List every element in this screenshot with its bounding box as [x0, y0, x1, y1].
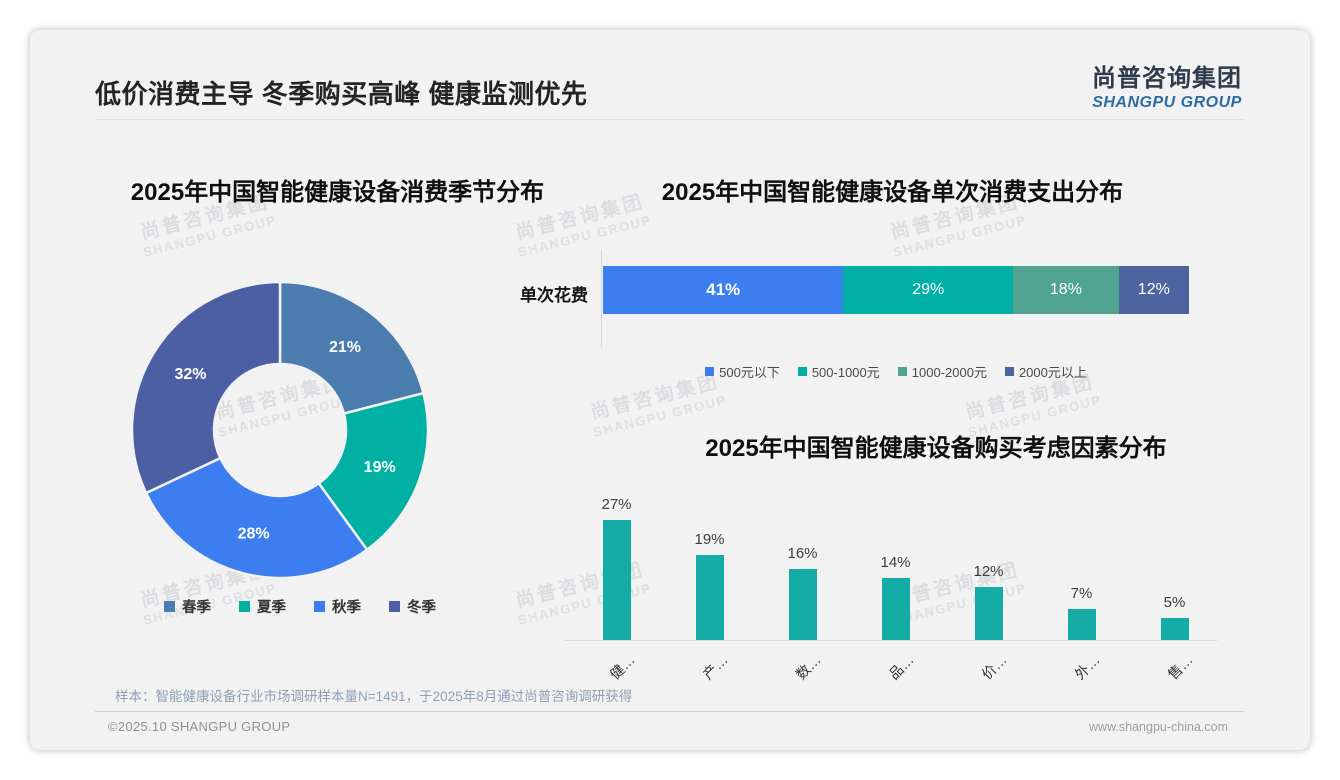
legend-marker: [797, 367, 807, 376]
copyright-text: ©2025.10 SHANGPU GROUP: [108, 719, 291, 734]
donut-segment-value: 28%: [238, 526, 270, 543]
legend-label: 冬季: [407, 600, 436, 616]
logo-text-cn: 尚普咨询集团: [1092, 65, 1242, 92]
factor-bar: [881, 578, 910, 640]
legend-marker: [705, 367, 715, 376]
legend-label: 500元以下: [719, 365, 780, 380]
page-title: 低价消费主导 冬季购买高峰 健康监测优先: [95, 79, 588, 109]
factor-bar-value: 27%: [601, 496, 632, 513]
factor-bar-value: 19%: [694, 531, 725, 548]
stacked-legend: 500元以下 500-1000元 1000-2000元 2000元以上: [603, 362, 1189, 381]
factor-bar-value: 5%: [1163, 594, 1186, 611]
donut-legend-item: 春季: [164, 596, 211, 617]
stacked-segment: 29%: [843, 266, 1014, 314]
watermark-line2: SHANGPU GROUP: [141, 212, 279, 260]
stacked-bar: 41% 29% 18% 12%: [603, 266, 1189, 314]
watermark-line2: SHANGPU GROUP: [891, 212, 1029, 260]
stacked-legend-item: 500元以下: [705, 362, 780, 381]
sample-note: 样本：智能健康设备行业市场调研样本量N=1491，于2025年8月通过尚普咨询调…: [115, 689, 633, 704]
logo-text-en: SHANGPU GROUP: [1092, 94, 1242, 111]
donut-segment: [317, 391, 430, 552]
stacked-category-label: 单次花费: [520, 286, 588, 305]
donut-legend-item: 冬季: [389, 596, 436, 617]
donut-segment: [130, 280, 282, 495]
donut-legend-item: 夏季: [239, 596, 286, 617]
legend-marker: [314, 601, 325, 612]
factor-bar-value: 16%: [787, 545, 818, 562]
legend-label: 夏季: [257, 600, 286, 616]
watermark: 尚普咨询集团 SHANGPU GROUP: [510, 554, 654, 628]
factor-bar: [1067, 609, 1096, 640]
factor-bar: [695, 555, 724, 640]
footer-divider: [95, 711, 1244, 712]
stacked-segment: 41%: [603, 266, 844, 314]
watermark-line2: SHANGPU GROUP: [891, 580, 1029, 628]
stacked-y-axis-line: [601, 250, 602, 348]
report-slide: 尚普咨询集团 SHANGPU GROUP 尚普咨询集团 SHANGPU GROUP 尚普…: [30, 30, 1310, 750]
donut-chart: 21% 19% 28% 32%: [130, 280, 430, 580]
legend-marker: [164, 601, 175, 612]
factor-bar: [602, 520, 631, 640]
factor-x-label: 价…: [978, 651, 1010, 683]
stacked-segment: 18%: [1013, 266, 1119, 314]
legend-label: 秋季: [332, 600, 361, 616]
factor-x-label: 产…: [699, 651, 731, 683]
legend-label: 1000-2000元: [911, 365, 987, 380]
factor-bar-value: 14%: [880, 554, 911, 571]
stacked-legend-item: 500-1000元: [797, 362, 880, 381]
legend-marker: [897, 367, 907, 376]
stacked-legend-item: 1000-2000元: [897, 362, 987, 381]
donut-segment-value: 32%: [174, 366, 206, 383]
stacked-segment-value: 29%: [912, 281, 945, 298]
donut-segment-value: 21%: [329, 339, 361, 356]
legend-marker: [389, 601, 400, 612]
company-logo: 尚普咨询集团 SHANGPU GROUP: [1092, 58, 1242, 112]
legend-marker: [1004, 367, 1014, 376]
donut-legend: 春季 夏季 秋季 冬季: [70, 596, 530, 617]
stacked-segment-value: 41%: [706, 280, 741, 299]
watermark-line2: SHANGPU GROUP: [516, 212, 654, 260]
stacked-segment: 12%: [1118, 266, 1189, 314]
factor-x-label: 品…: [885, 651, 917, 683]
factor-bar: [1160, 618, 1189, 640]
factor-bar: [788, 569, 817, 640]
donut-chart-title: 2025年中国智能健康设备消费季节分布: [130, 179, 545, 206]
factor-x-label: 数…: [792, 651, 824, 683]
stacked-legend-item: 2000元以上: [1004, 362, 1087, 381]
legend-label: 500-1000元: [811, 365, 880, 380]
title-divider: [95, 119, 1244, 120]
donut-legend-item: 秋季: [314, 596, 361, 617]
watermark-line2: SHANGPU GROUP: [516, 580, 654, 628]
legend-label: 春季: [182, 600, 211, 616]
donut-segment: [278, 280, 425, 416]
factor-bar-value: 7%: [1070, 585, 1093, 602]
factor-bar: [974, 587, 1003, 640]
factor-x-axis-line: [565, 640, 1217, 641]
stacked-segment-value: 12%: [1137, 281, 1170, 298]
website-url: www.shangpu-china.com: [1089, 720, 1228, 734]
donut-segment: [144, 456, 369, 580]
factor-bar-value: 12%: [973, 563, 1004, 580]
stacked-chart-title: 2025年中国智能健康设备单次消费支出分布: [661, 179, 1124, 206]
factor-chart-title: 2025年中国智能健康设备购买考虑因素分布: [705, 435, 1167, 462]
stacked-segment-value: 18%: [1049, 281, 1082, 298]
donut-segment-value: 19%: [364, 459, 396, 476]
legend-marker: [239, 601, 250, 612]
legend-label: 2000元以上: [1018, 365, 1087, 380]
